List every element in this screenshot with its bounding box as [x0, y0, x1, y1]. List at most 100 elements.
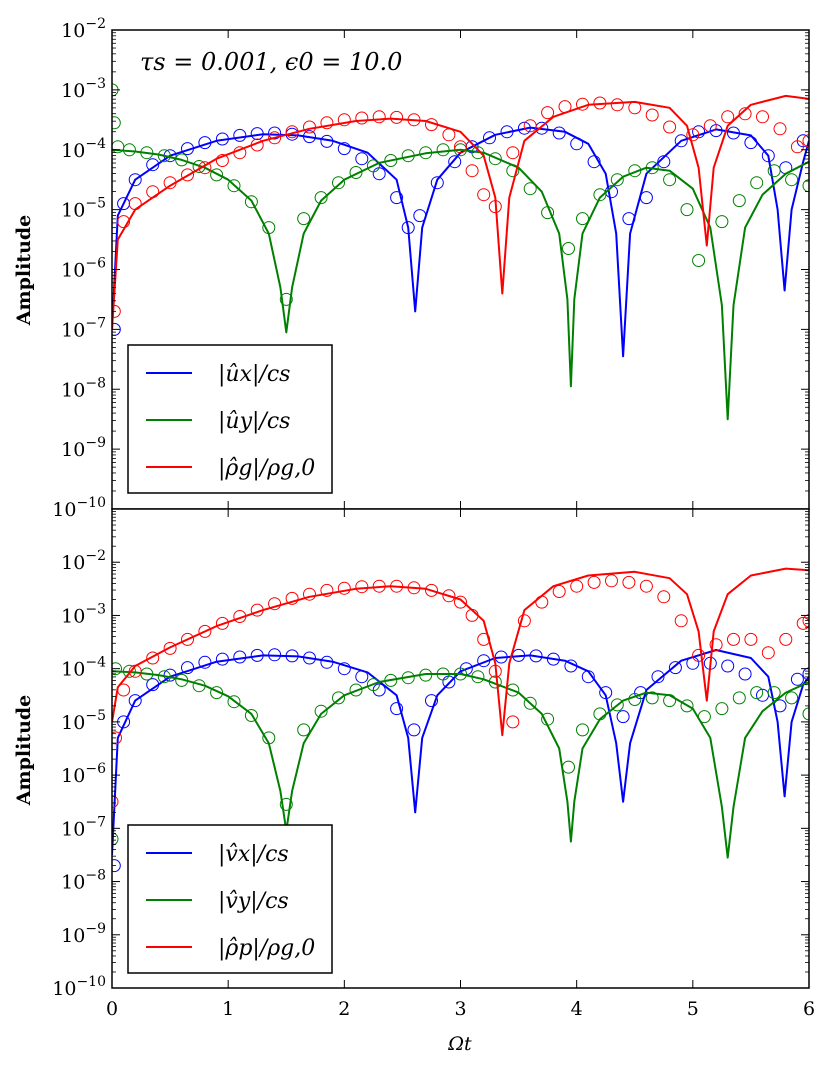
bottom-ylabel: Amplitude [13, 695, 35, 807]
bottom-series-2-marker [454, 595, 467, 609]
top-series-2-marker [576, 97, 589, 111]
bottom-series-1-marker [401, 671, 415, 685]
bottom-series-2-marker [112, 731, 122, 745]
bottom-series-0-marker [616, 710, 630, 724]
top-series-1-marker [122, 143, 136, 157]
bottom-series-0-marker [303, 651, 316, 665]
bottom-series-2-marker [622, 575, 636, 589]
top-series-2-marker [303, 120, 316, 134]
top-series-0-marker [622, 212, 636, 226]
top-series-0-marker [181, 142, 194, 156]
bottom-series-2-marker [488, 664, 502, 678]
y-tick-label: 10−4 [61, 655, 106, 681]
top-series-1-marker [112, 116, 121, 130]
bottom-series-1-marker [332, 691, 345, 705]
bottom-series-1-marker [175, 673, 189, 687]
top-series-2-marker [790, 140, 804, 154]
top-series-2-marker [802, 134, 809, 148]
top-series-0-marker [390, 191, 404, 205]
x-tick-label: 1 [222, 998, 234, 1020]
top-series-0-marker [744, 136, 758, 150]
top-series-1-marker [349, 166, 363, 179]
y-tick-label: 10−3 [61, 601, 106, 627]
top-series-1-marker [715, 215, 729, 229]
bottom-series-1-marker [767, 686, 781, 700]
top-annotation: τs = 0.001, ϵ0 = 10.0 [140, 48, 402, 76]
top-legend-label-ux: |ûx|/cs [218, 362, 290, 387]
top-series-2-marker [128, 197, 142, 211]
bottom-series-0-marker [546, 652, 560, 666]
top-series-2-marker [442, 128, 456, 142]
top-series-2-marker [163, 176, 177, 190]
y-tick-label: 10−10 [52, 495, 106, 521]
bottom-series-2-marker [802, 614, 809, 628]
top-series-1-marker [785, 173, 799, 187]
bottom-series-1-marker [454, 667, 467, 681]
bottom-series-1-marker [562, 760, 575, 774]
top-series-1-marker [210, 168, 224, 182]
bottom-legend-label-vx: |v̂x|/cs [218, 842, 289, 867]
bottom-series-2-line [112, 567, 809, 737]
bottom-series-2-marker [303, 587, 316, 601]
bottom-xlabel: Ωt [447, 1033, 472, 1055]
y-tick-label: 10−7 [61, 315, 106, 341]
y-tick-label: 10−9 [61, 921, 106, 947]
top-series-2-marker [268, 131, 282, 145]
bottom-series-0-marker [215, 652, 229, 666]
bottom-series-1-marker [279, 797, 293, 811]
top-series-2-marker [523, 119, 537, 133]
bottom-series-2-marker [674, 614, 688, 628]
top-series-0-marker [128, 173, 142, 187]
top-series-1-marker [244, 195, 258, 209]
top-ticks: 10−10 10−9 10−8 10−7 10−6 10−5 10−4 10−3 10−2 [52, 16, 810, 521]
bottom-series-2-marker [744, 632, 758, 646]
top-series-2-marker [558, 100, 572, 114]
top-series-1-marker [576, 212, 589, 226]
bottom-series-2-marker [198, 624, 212, 638]
top-series-2-marker [663, 120, 677, 134]
top-series-0-marker [250, 127, 264, 141]
bottom-series-2-marker [465, 608, 479, 622]
top-series-0-marker [413, 209, 427, 223]
x-tick-label: 6 [803, 998, 815, 1020]
top-legend: |ûx|/cs |ûy|/cs |ρ̂g|/ρg,0 [127, 344, 333, 494]
bottom-series-2-marker [570, 579, 584, 593]
y-tick-label: 10−6 [61, 761, 106, 787]
x-tick-label: 3 [454, 998, 466, 1020]
bottom-series-1-marker [541, 712, 555, 726]
bottom-series-1-marker [732, 691, 746, 705]
top-series-0-marker [233, 128, 247, 142]
bottom-series-0-marker [320, 655, 334, 669]
top-series-1-line [112, 148, 809, 421]
top-series-1-marker [366, 159, 380, 173]
bottom-series-1-marker [610, 698, 624, 712]
top-series-2-marker [112, 304, 121, 318]
top-series-1-marker [593, 188, 607, 202]
bottom-series-1-marker [802, 707, 809, 721]
top-series-2-marker [181, 168, 194, 182]
bottom-series-2-marker [407, 581, 421, 595]
top-series-1-marker [732, 194, 746, 208]
top-series-2-marker [773, 122, 787, 136]
top-series-1-marker [471, 146, 485, 160]
bottom-legend-label-rhop: |ρ̂p|/ρg,0 [218, 936, 315, 961]
y-tick-label: 10−7 [61, 814, 106, 840]
bottom-series-1-marker [488, 675, 502, 689]
top-series-1-marker [227, 179, 241, 193]
top-series-0-marker [430, 176, 444, 190]
top-series-2-marker [738, 107, 752, 121]
bottom-series-1-marker [697, 710, 711, 724]
top-series-1-marker [663, 173, 677, 187]
top-series-2-marker [488, 200, 502, 214]
top-series-0-marker [268, 126, 282, 140]
bottom-series-1-marker [436, 667, 450, 681]
bottom-series-0-marker [651, 670, 665, 684]
bottom-series-1-marker [210, 686, 224, 700]
top-series-2-marker [645, 108, 659, 122]
top-series-0-marker [146, 158, 160, 172]
top-legend-box [127, 344, 333, 494]
bottom-series-1-marker [244, 709, 258, 722]
top-series-1-marker [692, 254, 706, 267]
top-series-1-marker [436, 143, 450, 157]
x-tick-label: 5 [687, 998, 699, 1020]
